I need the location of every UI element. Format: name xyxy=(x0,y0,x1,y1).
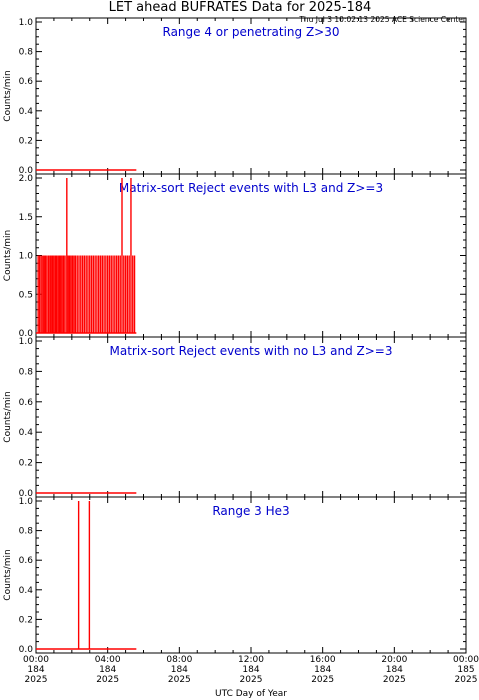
y-tick-label: 0.2 xyxy=(19,615,33,625)
x-tick-label: 184 xyxy=(314,665,331,675)
panel-title: Range 3 He3 xyxy=(212,504,289,518)
x-tick-label: 00:00 xyxy=(453,655,479,665)
x-tick-label: 08:00 xyxy=(166,655,192,665)
panel-4: 0.0 0.2 0.4 0.6 0.8 1.0 Counts/min Range 3 He3 xyxy=(3,496,467,655)
y-tick-label: 0.0 xyxy=(19,489,34,499)
panel-frame xyxy=(35,17,467,175)
x-tick-label: 184 xyxy=(99,665,116,675)
y-tick-label: 0.0 xyxy=(19,166,34,176)
y-tick-label: 2.0 xyxy=(19,174,34,184)
y-tick-label: 0.8 xyxy=(19,527,34,537)
x-tick-label: 16:00 xyxy=(310,655,336,665)
panel-frame xyxy=(35,336,467,498)
x-tick-label: 2025 xyxy=(383,675,406,685)
x-tick-label: 2025 xyxy=(311,675,334,685)
y-axis-label: Counts/min xyxy=(3,70,13,121)
x-axis-label: UTC Day of Year xyxy=(215,689,287,699)
y-axis-label: Counts/min xyxy=(3,391,13,442)
y-tick-label: 0.4 xyxy=(19,586,34,596)
x-tick-label: 2025 xyxy=(240,675,263,685)
y-tick-label: 0.0 xyxy=(19,645,34,655)
panel-title: Range 4 or penetrating Z>30 xyxy=(163,25,340,39)
panel-title: Matrix-sort Reject events with L3 and Z>… xyxy=(119,181,383,195)
y-tick-label: 0.5 xyxy=(19,290,33,300)
x-tick-label: 2025 xyxy=(455,675,478,685)
y-tick-label: 1.5 xyxy=(19,213,33,223)
y-tick-label: 1.0 xyxy=(19,497,34,507)
x-axis: 00:00184202504:00184202508:00184202512:0… xyxy=(23,655,479,685)
x-tick-label: 04:00 xyxy=(95,655,121,665)
y-tick-label: 1.0 xyxy=(19,252,34,262)
panel-3: 0.0 0.2 0.4 0.6 0.8 1.0 Counts/min Matrix-sort … xyxy=(3,336,467,499)
y-tick-label: 0.6 xyxy=(19,77,34,87)
y-tick-label: 0.4 xyxy=(19,107,34,117)
panel-frame xyxy=(35,496,467,654)
panel-2: 0.0 0.5 1.0 1.5 2.0 Counts/min Matrix-sort Rej… xyxy=(3,173,467,339)
panels-group: 0.0 0.2 0.4 0.6 0.8 1.0 Counts/min Range 4 or p… xyxy=(3,17,467,655)
x-tick-label: 00:00 xyxy=(23,655,49,665)
x-tick-label: 184 xyxy=(242,665,259,675)
y-tick-label: 0.8 xyxy=(19,48,34,58)
y-tick-label: 0.6 xyxy=(19,398,34,408)
x-tick-label: 2025 xyxy=(25,675,48,685)
y-tick-label: 1.0 xyxy=(19,18,34,28)
x-tick-label: 20:00 xyxy=(381,655,407,665)
y-axis-label: Counts/min xyxy=(3,549,13,600)
y-tick-label: 0.0 xyxy=(19,329,34,339)
x-tick-label: 184 xyxy=(171,665,188,675)
y-tick-label: 0.6 xyxy=(19,556,34,566)
x-tick-label: 2025 xyxy=(96,675,119,685)
x-tick-label: 184 xyxy=(386,665,403,675)
x-tick-label: 184 xyxy=(27,665,44,675)
y-tick-label: 0.4 xyxy=(19,428,34,438)
y-tick-label: 1.0 xyxy=(19,337,34,347)
y-tick-label: 0.2 xyxy=(19,459,33,469)
panel-title: Matrix-sort Reject events with no L3 and… xyxy=(110,344,393,358)
timestamp-label: Thu Jul 3 10:02:13 2025 ACE Science Cent… xyxy=(298,15,467,24)
panel-1: 0.0 0.2 0.4 0.6 0.8 1.0 Counts/min Range 4 or p… xyxy=(3,17,467,176)
y-tick-label: 0.2 xyxy=(19,136,33,146)
x-tick-label: 185 xyxy=(457,665,474,675)
y-axis-label: Counts/min xyxy=(3,230,13,281)
x-tick-label: 2025 xyxy=(168,675,191,685)
y-tick-label: 0.8 xyxy=(19,367,34,377)
x-tick-label: 12:00 xyxy=(238,655,264,665)
figure-title: LET ahead BUFRATES Data for 2025-184 xyxy=(109,0,372,15)
